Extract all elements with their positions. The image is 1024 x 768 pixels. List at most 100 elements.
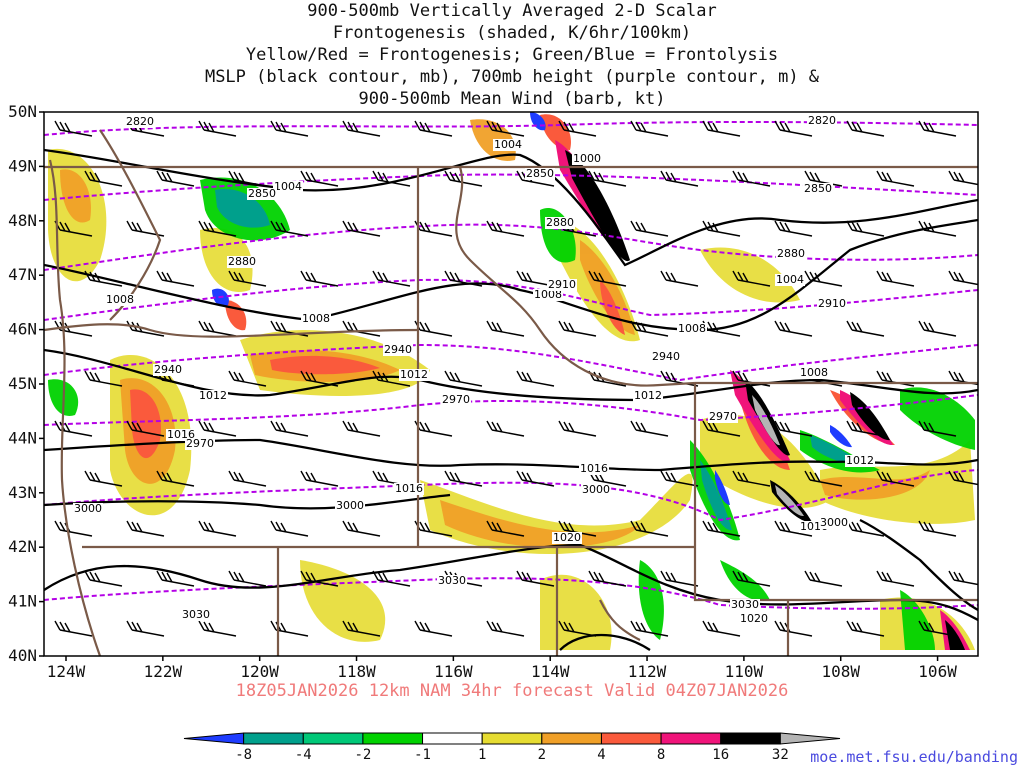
colorbar-label: 1	[478, 747, 486, 763]
lon-label: 112W	[628, 662, 667, 681]
height-label-bg	[730, 599, 760, 611]
mslp-label-bg	[301, 313, 331, 325]
height-label: 2880	[228, 255, 256, 268]
wind-barb	[486, 520, 525, 537]
height-label-bg	[708, 411, 738, 423]
wind-barb	[54, 420, 93, 437]
wind-barb	[630, 320, 669, 337]
wind-barb	[300, 570, 339, 587]
wind-barb	[702, 420, 741, 437]
colorbar-swatch	[302, 732, 364, 745]
wind-barb	[918, 120, 957, 137]
wind-barb	[846, 320, 885, 337]
wind-barb	[558, 420, 597, 437]
wind-barb	[486, 320, 525, 337]
mslp-label: 1004	[494, 138, 522, 151]
lat-label: 50N	[8, 102, 37, 121]
wind-barb	[732, 470, 771, 487]
wind-barb	[948, 570, 978, 586]
wind-barb	[372, 570, 411, 587]
height-label-bg	[153, 364, 183, 376]
valid-time-line: 18Z05JAN2026 12km NAM 34hr forecast Vali…	[235, 681, 789, 701]
title-line: MSLP (black contour, mb), 700mb height (…	[204, 67, 820, 87]
wind-barb	[516, 570, 555, 587]
wind-barb	[84, 570, 123, 587]
mslp-label-bg	[198, 390, 228, 402]
height-label: 2940	[384, 343, 412, 356]
wind-barb	[198, 320, 237, 337]
wind-barb	[774, 520, 813, 537]
height-label-bg	[437, 575, 467, 587]
mslp-label: 1012	[846, 454, 874, 467]
height-label: 2850	[526, 167, 554, 180]
height-label: 2910	[548, 278, 576, 291]
height-label: 3000	[74, 502, 102, 515]
wind-barb	[918, 620, 957, 637]
height-label: 3030	[438, 574, 466, 587]
lon-label: 122W	[144, 662, 183, 681]
wind-barb	[702, 220, 741, 237]
lon-label: 116W	[434, 662, 473, 681]
lon-label: 110W	[725, 662, 764, 681]
wind-barb	[228, 370, 267, 387]
wind-barb	[126, 420, 165, 437]
wind-barb	[342, 220, 381, 237]
mslp-label-bg	[273, 181, 303, 193]
mslp-label: 1016	[395, 482, 423, 495]
wind-barb	[630, 620, 669, 637]
lon-label: 108W	[821, 662, 860, 681]
height-label-bg	[441, 394, 471, 406]
wind-barb	[372, 370, 411, 387]
wind-barb	[918, 520, 957, 537]
colorbar-label: -2	[354, 747, 371, 763]
wind-barb	[702, 620, 741, 637]
height-label-bg	[545, 217, 575, 229]
mslp-label: 1016	[167, 428, 195, 441]
lon-label: 118W	[337, 662, 376, 681]
mslp-label-bg	[579, 463, 609, 475]
wind-barb	[444, 370, 483, 387]
lon-label: 120W	[240, 662, 279, 681]
wind-barb	[558, 120, 597, 137]
mslp-label-bg	[572, 153, 602, 165]
mslp-label: 1000	[573, 152, 601, 165]
colorbar-label: 8	[657, 747, 665, 763]
mslp-label-bg	[739, 613, 769, 625]
lon-label: 124W	[47, 662, 86, 681]
height-label-bg	[817, 298, 847, 310]
wind-barb	[876, 270, 915, 287]
mslp-label: 1008	[800, 366, 828, 379]
credit-link[interactable]: moe.met.fsu.edu/banding	[810, 748, 1018, 766]
mslp-label: 1004	[776, 273, 804, 286]
wind-barb	[630, 520, 669, 537]
wind-barb	[876, 570, 915, 587]
mslp-label-bg	[775, 274, 805, 286]
height-label-bg	[125, 116, 155, 128]
wind-barb	[804, 470, 843, 487]
wind-barb	[198, 120, 237, 137]
wind-barb	[84, 370, 123, 387]
mslp-label: 1004	[274, 180, 302, 193]
colorbar: -8 -4 -2 -1 1 2 4 8 16 32	[183, 732, 841, 763]
wind-barb	[732, 270, 771, 287]
title-line: 900-500mb Mean Wind (barb, kt)	[358, 89, 666, 109]
wind-barb	[948, 270, 978, 286]
wind-barb	[84, 170, 123, 187]
lat-label: 49N	[8, 156, 37, 175]
height-labels: 2820 2820 2850 2850 2850 2880 2880 2880 2910 2910…	[73, 114, 849, 621]
wind-barb	[732, 170, 771, 187]
lat-label: 48N	[8, 211, 37, 230]
wind-barb	[588, 270, 627, 287]
latitude-axis: 50N 49N 48N 47N 46N 45N 44N 43N 42N 41N 40N	[8, 102, 44, 665]
mslp-label: 1016	[580, 462, 608, 475]
height-label: 2880	[777, 247, 805, 260]
wind-barb	[156, 270, 195, 287]
mslp-label-bg	[533, 289, 563, 301]
wind-barb	[774, 120, 813, 137]
colorbar-swatch	[660, 732, 722, 745]
wind-barb	[270, 420, 309, 437]
wind-barb	[846, 220, 885, 237]
colorbar-swatch	[183, 732, 245, 745]
height-label-bg	[383, 344, 413, 356]
